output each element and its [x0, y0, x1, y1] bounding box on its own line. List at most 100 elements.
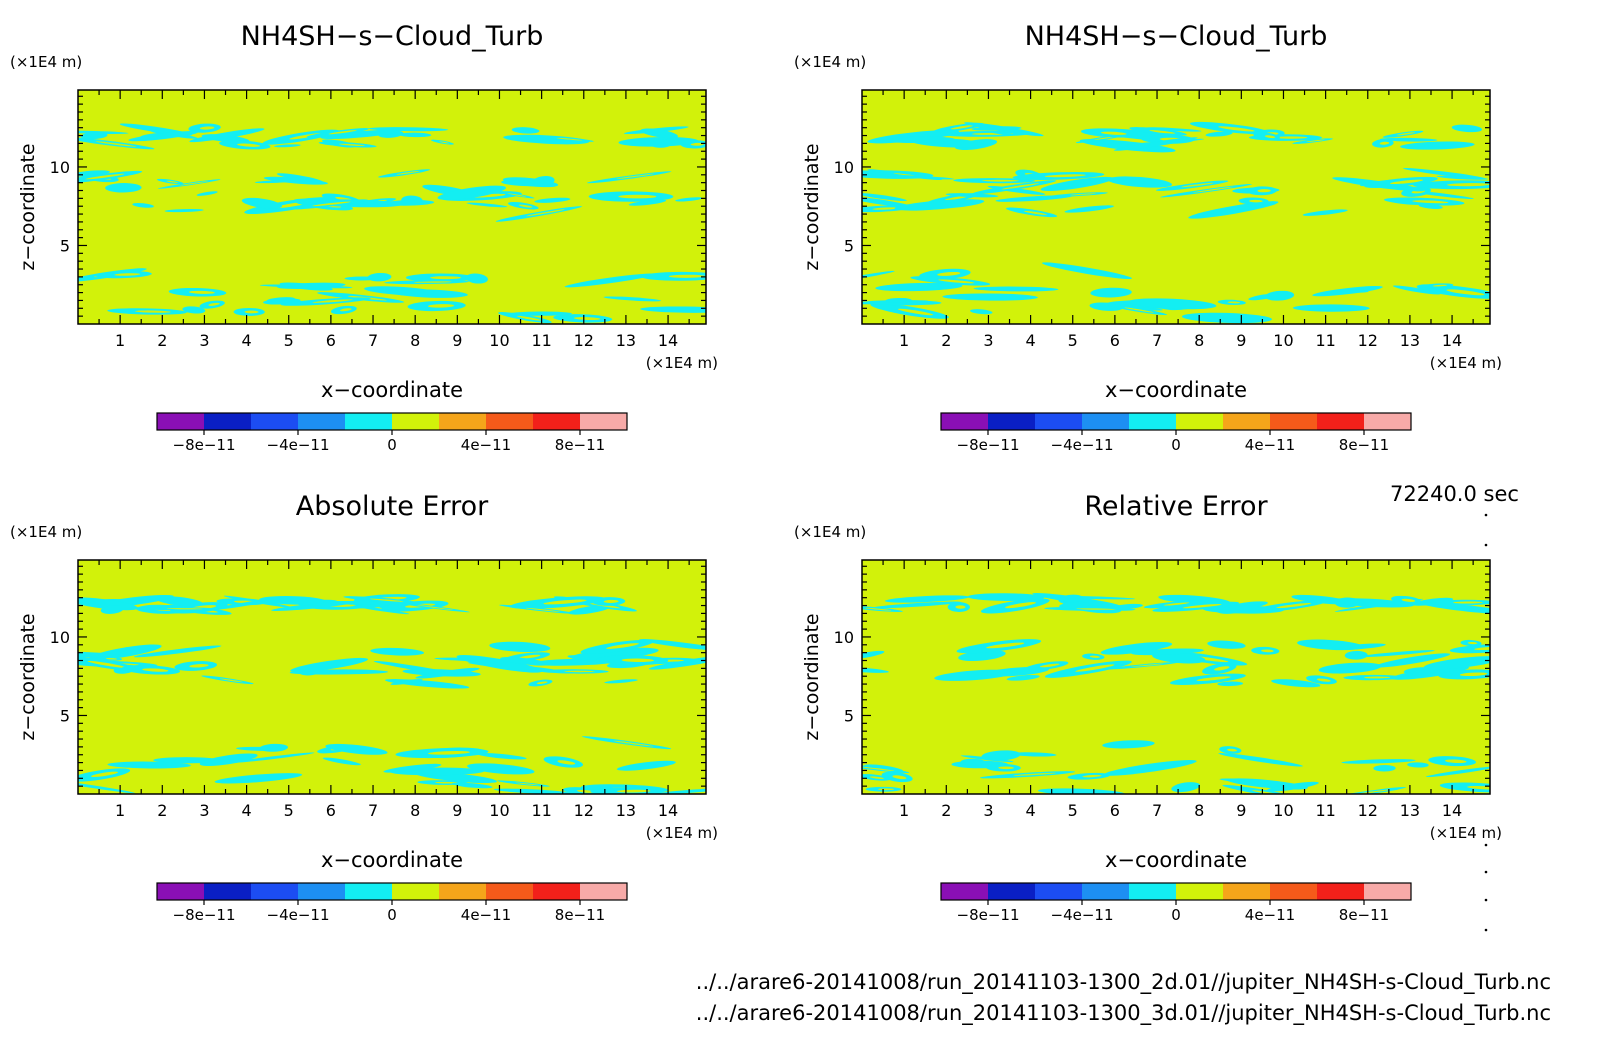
colorbar-swatch [486, 883, 533, 900]
x-tick-label: 3 [983, 801, 993, 820]
colorbar-swatch [988, 413, 1035, 430]
colorbar-swatch [298, 883, 345, 900]
contour-patch [894, 199, 985, 211]
contour-patch [132, 202, 154, 208]
contour-gap [515, 782, 540, 786]
contour-patch [182, 306, 206, 314]
x-tick-label: 11 [531, 331, 551, 350]
x-axis-label: x−coordinate [1105, 378, 1247, 402]
contour-patch [1145, 127, 1202, 132]
contour-patch [1131, 648, 1204, 656]
x-tick-label: 8 [410, 801, 420, 820]
y-tick-label: 10 [50, 158, 70, 177]
contour-patch [648, 655, 706, 670]
contour-patch [884, 595, 970, 603]
contour-patch [383, 763, 442, 773]
colorbar-tick-label: 0 [387, 436, 397, 454]
contour-gap [1274, 136, 1308, 139]
contour-gap [576, 789, 595, 793]
contour-patch [1103, 759, 1197, 776]
contour-patch [1042, 262, 1132, 280]
contour-patch [511, 127, 540, 134]
contour-patch [1423, 656, 1490, 670]
colorbar-tick-label: 8e−11 [1339, 436, 1389, 454]
contour-gap [897, 308, 934, 316]
contour-gap [1124, 307, 1154, 313]
contour-gap [1467, 785, 1490, 790]
contour-gap [434, 781, 458, 784]
contour-patch [128, 131, 199, 142]
contour-gap [1181, 182, 1214, 188]
colorbar-tick-label: 0 [1171, 436, 1181, 454]
contour-gap [986, 642, 1025, 649]
x-tick-label: 5 [284, 331, 294, 350]
contour-gap [1196, 676, 1231, 681]
colorbar-swatch [533, 883, 580, 900]
contour-patch [199, 753, 258, 767]
x-tick-label: 2 [157, 801, 167, 820]
x-tick-label: 3 [983, 331, 993, 350]
colorbar-swatch [988, 883, 1035, 900]
contour-patch [534, 197, 571, 203]
contour-gap [1192, 186, 1234, 193]
colorbar-swatch [157, 413, 204, 430]
x-tick-label: 12 [1358, 331, 1378, 350]
contour-gap [516, 315, 542, 321]
x-tick-label: 4 [241, 331, 251, 350]
x-tick-label: 12 [574, 331, 594, 350]
contour-patch [1202, 605, 1284, 614]
contour-patch [604, 679, 638, 684]
x-tick-label: 1 [115, 331, 125, 350]
contour-patch [862, 196, 913, 208]
colorbar-swatch [1035, 413, 1082, 430]
time-label: 72240.0 sec [1390, 482, 1519, 506]
contour-gap [1004, 602, 1036, 609]
contour-gap [1149, 130, 1176, 134]
contour-patch [189, 128, 265, 143]
colorbar-swatch [1129, 413, 1176, 430]
contour-patch [1110, 603, 1143, 610]
x-tick-label: 11 [531, 801, 551, 820]
contour-gap [606, 643, 639, 649]
y-tick-label: 5 [844, 236, 854, 255]
y-tick-label: 10 [50, 628, 70, 647]
contour-gap [1039, 663, 1060, 668]
colorbar-tick-label: 0 [1171, 906, 1181, 924]
contour-patch [564, 273, 656, 288]
colorbar-tick-label: −4e−11 [267, 906, 330, 924]
y-unit-label: (×1E4 m) [794, 53, 866, 71]
contour-patch [503, 134, 590, 145]
contour-gap [1023, 210, 1047, 215]
x-tick-label: 10 [489, 801, 509, 820]
colorbar-swatch [1223, 883, 1270, 900]
contour-patch [493, 788, 573, 794]
contour-gap [938, 279, 975, 284]
contour-gap [618, 194, 657, 199]
contour-patch [876, 174, 955, 180]
y-tick-label: 5 [60, 706, 70, 725]
contour-patch [164, 209, 204, 213]
contour-gap [1261, 649, 1274, 653]
x-tick-label: 6 [1110, 801, 1120, 820]
contour-patch [1346, 289, 1369, 293]
contour-gap [1412, 200, 1449, 204]
contour-gap [199, 126, 215, 130]
contour-gap [208, 302, 220, 306]
contour-patch [646, 787, 706, 794]
contour-patch [616, 760, 676, 771]
contour-patch [1318, 662, 1382, 674]
contour-patch [500, 657, 550, 666]
colorbar-swatch [941, 413, 988, 430]
plot-frame [861, 89, 1491, 325]
contour-gap [613, 740, 654, 747]
contour-gap [998, 766, 1014, 770]
contour-gap [1445, 759, 1467, 764]
colorbar-tick-label: −4e−11 [1051, 906, 1114, 924]
contour-patch [884, 136, 955, 144]
margin-dot [1484, 543, 1488, 547]
y-axis-label: z−coordinate [17, 143, 39, 270]
colorbar-swatch [580, 413, 627, 430]
colorbar: −8e−11 −4e−11 0 4e−11 8e−11 [940, 882, 1412, 924]
y-unit-label: (×1E4 m) [10, 53, 82, 71]
x-tick-label: 14 [658, 331, 678, 350]
